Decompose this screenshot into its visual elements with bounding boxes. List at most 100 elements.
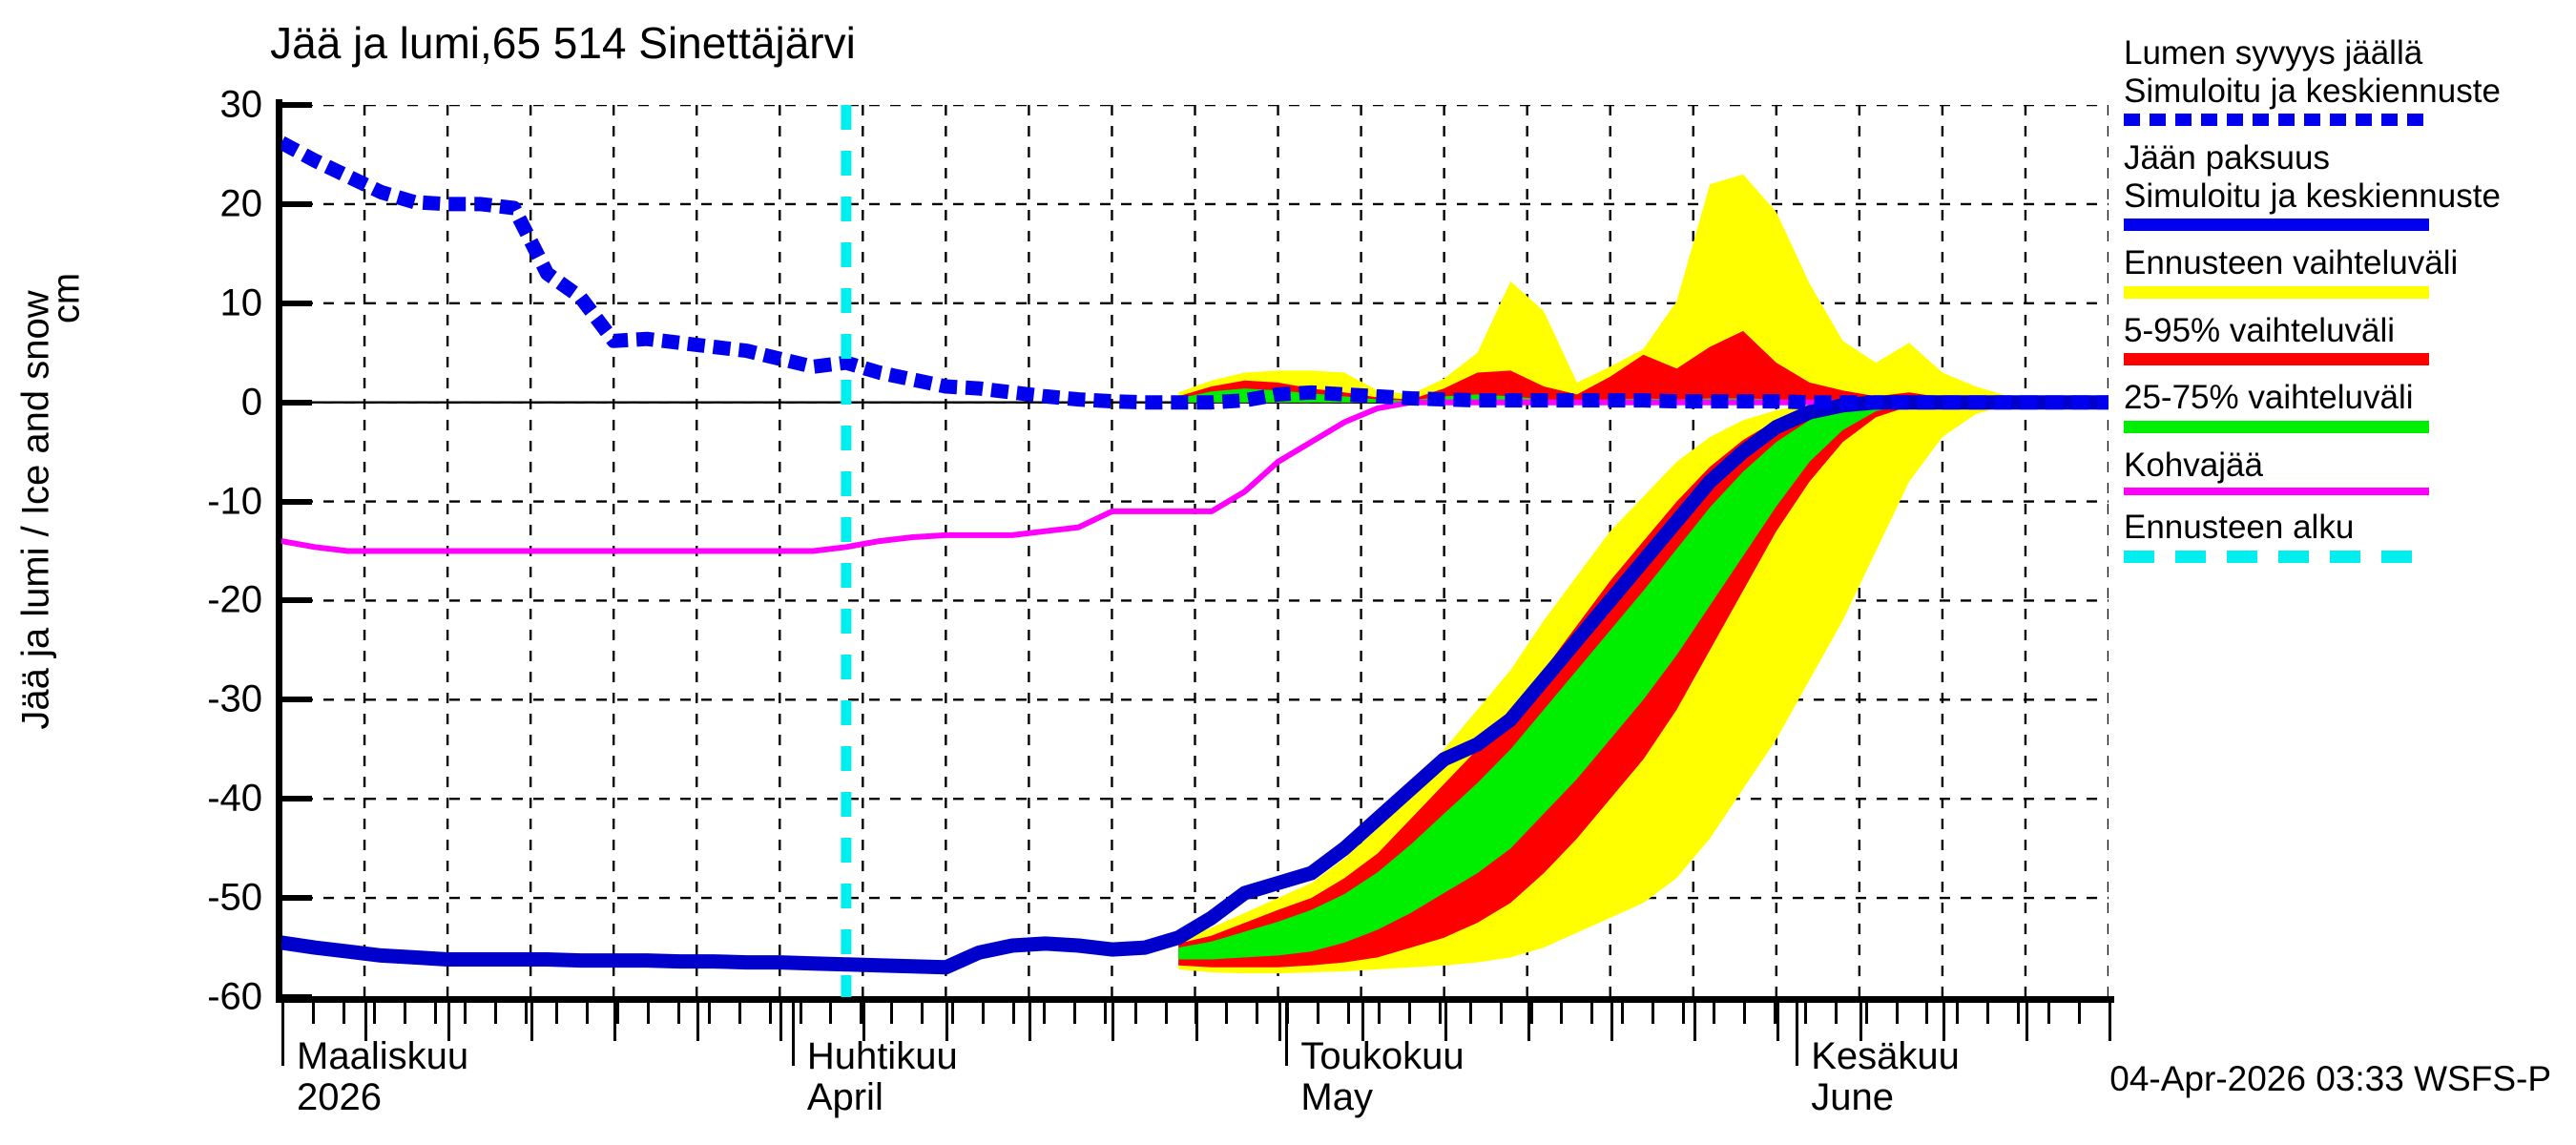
legend-swatch [2124,353,2429,366]
x-minor-tick [676,1003,680,1024]
x-minor-tick [1742,1003,1746,1024]
x-minor-tick [1438,1003,1442,1024]
x-minor-tick [311,1003,315,1024]
chart-legend: Lumen syvyys jäällä Simuloitu ja keskienn… [2124,34,2563,576]
x-minor-tick [342,1003,345,1024]
x-minor-tick [1347,1003,1351,1024]
band-ice-25-75 [1178,402,2109,960]
x-minor-tick [1925,1003,1929,1024]
x-minor-tick [1317,1003,1320,1024]
x-minor-tick [464,1003,467,1024]
legend-label: Kohvajää [2124,446,2263,484]
x-month-label-en: June [1811,1076,1894,1119]
x-minor-tick [1164,1003,1168,1024]
x-month-boundary [1285,1003,1289,1066]
y-tick-label: -50 [207,876,262,919]
x-major-tick [862,1003,866,1041]
x-minor-tick [1803,1003,1807,1024]
x-minor-tick [829,1003,833,1024]
x-minor-tick [1499,1003,1503,1024]
y-tick-mark [276,697,312,703]
x-minor-tick [1377,1003,1381,1024]
x-minor-tick [1621,1003,1625,1024]
x-minor-tick [2017,1003,2021,1024]
y-tick-label: 10 [219,281,263,324]
chart-title: Jää ja lumi,65 514 Sinettäjärvi [270,18,856,68]
y-tick-label: -60 [207,975,262,1018]
plot-area [281,105,2109,997]
x-minor-tick [1895,1003,1899,1024]
x-minor-tick [1652,1003,1655,1024]
legend-item-range-5-95: 5-95% vaihteluväli [2124,312,2563,366]
x-major-tick [1361,1003,1364,1041]
x-minor-tick [525,1003,529,1024]
y-axis-unit: cm [45,272,88,324]
legend-item-kohvajaa: Kohvajää [2124,447,2563,496]
legend-label: Jään paksuus [2124,139,2330,177]
y-axis-tick-labels: 30 20 10 0 -10 -20 -30 -40 -50 -60 [105,84,263,1018]
x-month-label: Huhtikuu April [806,1035,958,1119]
x-major-tick [1195,1003,1198,1041]
x-month-label-fi: Kesäkuu [1811,1035,1960,1077]
y-tick-mark [276,994,312,1000]
x-minor-tick [1773,1003,1776,1024]
x-major-tick [613,1003,617,1041]
x-major-tick [2109,1003,2111,1041]
x-minor-tick [2078,1003,2082,1024]
legend-label: Ennusteen vaihteluväli [2124,244,2459,282]
x-major-tick [779,1003,783,1041]
y-tick-mark [276,895,312,902]
x-minor-tick [951,1003,955,1024]
legend-item-snow-depth: Lumen syvyys jäällä Simuloitu ja keskienn… [2124,34,2563,127]
x-major-tick [1859,1003,1862,1041]
x-major-tick [945,1003,949,1041]
legend-label: 5-95% vaihteluväli [2124,311,2396,349]
x-major-tick [1693,1003,1696,1041]
y-tick-mark [276,597,312,604]
x-minor-tick [433,1003,437,1024]
x-month-boundary [791,1003,795,1066]
x-major-tick [1444,1003,1447,1041]
y-tick-mark [276,300,312,306]
legend-item-forecast-range: Ennusteen vaihteluväli [2124,244,2563,299]
x-month-label-fi: Toukokuu [1300,1035,1465,1077]
y-tick-mark [276,200,312,207]
x-month-label: Maaliskuu 2026 [297,1035,469,1118]
x-minor-tick [1956,1003,1960,1024]
legend-label: Lumen syvyys jäällä [2124,34,2423,72]
x-minor-tick [1011,1003,1015,1024]
y-tick-label: -30 [207,677,262,720]
y-tick-label: 20 [219,182,263,225]
y-tick-label: 30 [219,83,263,126]
x-minor-tick [1256,1003,1259,1024]
legend-swatch [2124,550,2429,563]
y-tick-mark [276,399,312,406]
x-minor-tick [1529,1003,1533,1024]
y-tick-label: -40 [207,777,262,820]
x-minor-tick [494,1003,498,1024]
y-tick-mark [276,498,312,505]
x-minor-tick [737,1003,741,1024]
x-major-tick [1527,1003,1530,1041]
x-major-tick [1028,1003,1032,1041]
x-minor-tick [1072,1003,1076,1024]
x-minor-tick [1407,1003,1411,1024]
x-minor-tick [768,1003,772,1024]
x-minor-tick [1133,1003,1137,1024]
line-snow-depth [281,135,2109,410]
x-minor-tick [616,1003,620,1024]
x-major-tick [1111,1003,1115,1041]
x-month-label-en: April [806,1076,883,1119]
x-minor-tick [1225,1003,1229,1024]
x-month-boundary [1796,1003,1799,1066]
line-ice-thickness [281,395,2109,975]
axis-line-bottom [276,996,2114,1003]
x-minor-tick [1713,1003,1716,1024]
legend-item-forecast-start: Ennusteen alku [2124,509,2563,563]
y-tick-label: 0 [240,381,262,424]
x-major-tick [447,1003,451,1041]
x-month-label-fi: Maaliskuu [297,1035,469,1077]
x-major-tick [1610,1003,1613,1041]
legend-item-ice-thickness: Jään paksuus Simuloitu ja keskiennuste [2124,139,2563,232]
x-minor-tick [646,1003,650,1024]
